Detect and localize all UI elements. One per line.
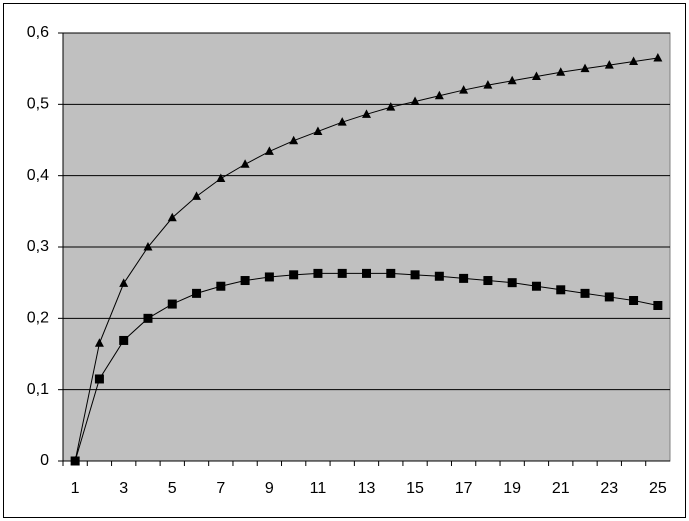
data-marker	[629, 56, 639, 66]
data-marker	[313, 126, 323, 135]
x-tick-label: 1	[71, 480, 80, 497]
y-tick-label: 0	[40, 452, 49, 469]
y-tick-label: 0,1	[27, 381, 49, 398]
x-tick-label: 21	[552, 480, 570, 497]
data-marker	[629, 296, 639, 305]
data-marker	[483, 276, 493, 286]
data-marker	[653, 300, 663, 310]
data-marker	[410, 270, 420, 280]
data-marker	[556, 285, 566, 295]
data-marker	[240, 276, 250, 286]
x-tick-label: 23	[600, 480, 618, 497]
data-marker	[531, 281, 541, 291]
data-marker	[264, 146, 274, 155]
data-marker	[459, 273, 469, 283]
data-marker	[337, 268, 347, 278]
y-tick-label: 0,6	[27, 24, 49, 41]
data-marker	[70, 456, 80, 466]
x-tick-label: 17	[455, 480, 473, 497]
data-marker	[337, 117, 347, 126]
data-marker	[604, 60, 614, 69]
data-marker	[264, 272, 274, 282]
data-marker	[386, 268, 396, 278]
data-marker	[362, 109, 371, 118]
data-marker	[386, 102, 396, 111]
x-tick-label: 11	[310, 480, 327, 497]
data-marker	[556, 67, 566, 76]
data-marker	[580, 63, 590, 73]
data-marker	[459, 85, 469, 94]
x-tick-label: 3	[119, 480, 128, 497]
y-tick-label: 0,3	[27, 238, 49, 255]
data-marker	[531, 71, 541, 81]
data-marker	[216, 281, 226, 291]
x-tick-label: 25	[649, 480, 667, 497]
data-marker	[94, 374, 104, 384]
x-tick-label: 15	[406, 480, 424, 497]
y-tick-label: 0,2	[27, 310, 49, 327]
x-tick-label: 5	[168, 480, 177, 497]
data-marker	[434, 90, 444, 100]
x-tick-label: 13	[358, 480, 376, 497]
data-marker	[119, 278, 129, 287]
x-tick-label: 9	[265, 480, 274, 497]
data-marker	[507, 75, 517, 85]
data-marker	[434, 271, 444, 281]
y-tick-label: 0,4	[27, 167, 49, 184]
data-marker	[410, 96, 420, 105]
data-marker	[94, 338, 104, 347]
data-marker	[289, 270, 299, 280]
data-marker	[580, 288, 590, 298]
data-marker	[167, 212, 177, 222]
data-marker	[653, 52, 663, 62]
data-marker	[143, 242, 153, 251]
data-marker	[289, 135, 299, 145]
data-marker	[483, 80, 493, 89]
data-marker	[192, 288, 202, 298]
data-marker	[313, 268, 323, 278]
y-tick-label: 0,5	[27, 96, 49, 113]
data-marker	[604, 292, 614, 302]
x-tick-label: 19	[503, 480, 521, 497]
data-marker	[192, 191, 202, 200]
data-marker	[119, 335, 129, 345]
data-marker	[507, 278, 517, 288]
data-marker	[362, 268, 371, 278]
x-tick-label: 7	[216, 480, 225, 497]
data-marker	[216, 173, 226, 183]
data-marker	[143, 313, 153, 323]
data-marker	[167, 299, 177, 309]
data-marker	[240, 159, 250, 168]
